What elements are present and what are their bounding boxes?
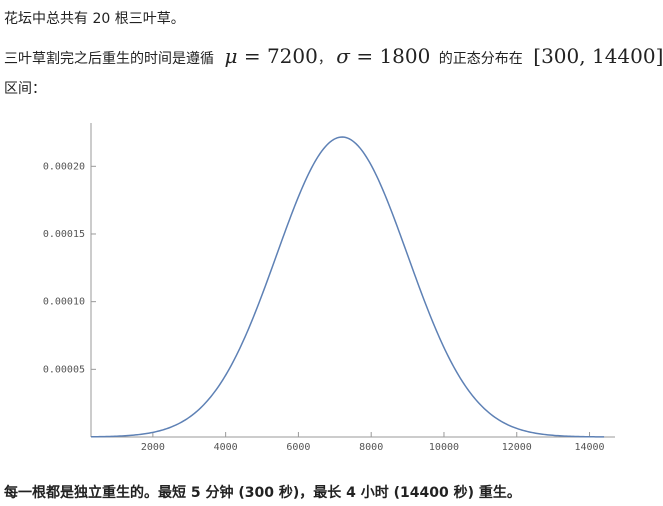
y-tick-label: 0.00005: [43, 364, 85, 375]
bracket: [: [533, 44, 542, 68]
continuation: 区间：: [4, 81, 46, 97]
eq: =: [356, 44, 374, 68]
y-tick-label: 0.00010: [43, 297, 85, 308]
bracket: ]: [655, 44, 663, 68]
x-tick-label: 14000: [574, 442, 604, 453]
x-tick-label: 6000: [286, 442, 310, 453]
range-max: 14400: [591, 44, 656, 68]
text: 的正态分布在: [438, 51, 523, 67]
sigma: 1800: [379, 44, 431, 68]
range-min: 300: [541, 44, 580, 68]
note: 每一根都是独立重生的。最短 5 分钟 (300 秒)，最长 4 小时 (1440…: [4, 485, 521, 501]
intro: 花坛中总共有 20 根三叶草。: [4, 11, 185, 27]
density-curve: [90, 136, 605, 438]
x-tick-label: 2000: [141, 442, 165, 453]
eq: =: [243, 44, 261, 68]
comma: ,: [579, 44, 586, 68]
mu: 7200: [266, 44, 318, 68]
x-tick-label: 8000: [359, 442, 383, 453]
x-tick-label: 4000: [214, 442, 238, 453]
distribution-line: 三叶草割完之后重生的时间是遵循 μ = 7200， σ = 1800 的正态分布…: [4, 44, 663, 68]
sigma-symbol: σ: [336, 44, 350, 68]
sep: ，: [317, 51, 332, 67]
y-tick-label: 0.00015: [43, 229, 85, 240]
x-tick-label: 12000: [502, 442, 532, 453]
mu-symbol: μ: [224, 44, 238, 68]
y-tick-label: 0.00020: [43, 161, 85, 172]
x-tick-label: 10000: [429, 442, 459, 453]
chart: 2000 4000 6000 8000 10000 12000 14000 0.00005 0.…: [43, 123, 615, 453]
text: 三叶草割完之后重生的时间是遵循: [4, 51, 214, 67]
